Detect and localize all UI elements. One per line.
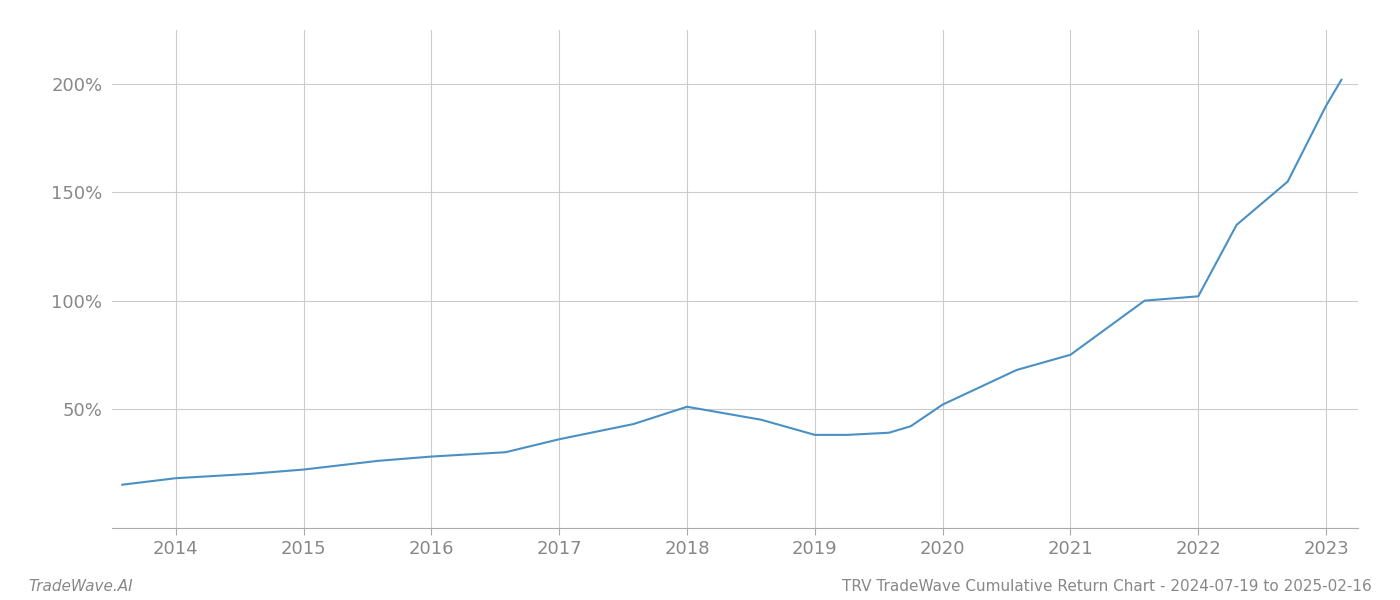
Text: TradeWave.AI: TradeWave.AI: [28, 579, 133, 594]
Text: TRV TradeWave Cumulative Return Chart - 2024-07-19 to 2025-02-16: TRV TradeWave Cumulative Return Chart - …: [843, 579, 1372, 594]
